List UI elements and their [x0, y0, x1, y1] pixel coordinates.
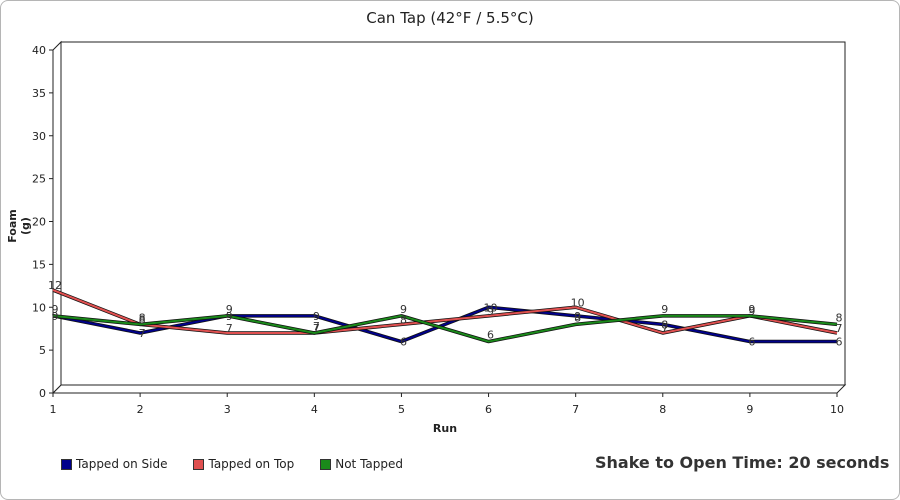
data-label: 7: [313, 320, 320, 333]
legend-item-tapped-on-top: Tapped on Top: [193, 457, 294, 471]
data-label: 9: [52, 310, 59, 323]
x-tick-label: 9: [746, 403, 753, 416]
legend-item-tapped-on-side: Tapped on Side: [61, 457, 167, 471]
legend: Tapped on Side Tapped on Top Not Tapped: [61, 457, 403, 471]
data-label: 8: [139, 313, 146, 326]
data-label: 9: [661, 303, 668, 316]
data-label: 9: [313, 310, 320, 323]
data-label: 8: [574, 311, 581, 324]
plot-floor: [51, 384, 847, 394]
plot-side-wall: [52, 40, 62, 395]
legend-swatch: [320, 458, 332, 470]
series-line-tapped-on-top: [52, 289, 838, 334]
data-label: 8: [400, 313, 407, 326]
y-tick-label: 20: [32, 216, 46, 229]
data-label: 6: [748, 336, 755, 349]
data-label: 7: [313, 322, 320, 335]
y-tick-label: 35: [32, 87, 46, 100]
legend-swatch: [61, 458, 72, 470]
x-tick-label: 5: [398, 403, 405, 416]
x-tick-label: 10: [830, 403, 844, 416]
data-label: 8: [139, 311, 146, 324]
y-tick-label: 10: [32, 301, 46, 314]
x-tick-label: 7: [572, 403, 579, 416]
y-tick-label: 40: [32, 44, 46, 57]
plot-back-wall: [60, 41, 846, 386]
data-label: 10: [484, 301, 498, 314]
data-label: 6: [487, 329, 494, 342]
legend-label: Not Tapped: [335, 457, 404, 471]
y-tick-label: 25: [32, 173, 46, 186]
data-label: 12: [48, 279, 62, 292]
series-line-not-tapped: [52, 314, 838, 343]
legend-item-not-tapped: Not Tapped: [320, 457, 403, 471]
data-label: 8: [836, 311, 843, 324]
data-label: 7: [226, 322, 233, 335]
x-tick-label: 3: [224, 403, 231, 416]
x-tick-label: 4: [311, 403, 318, 416]
data-label: 9: [400, 303, 407, 316]
y-tick-label: 0: [39, 387, 46, 400]
series-line-tapped-on-side: [52, 306, 837, 343]
y-tick-label: 5: [39, 344, 46, 357]
data-label: 9: [226, 303, 233, 316]
data-label: 6: [400, 336, 407, 349]
legend-label: Tapped on Side: [76, 457, 168, 471]
x-tick-label: 8: [659, 403, 666, 416]
data-label: 9: [487, 305, 494, 318]
legend-swatch: [193, 458, 205, 470]
legend-label: Tapped on Top: [208, 457, 295, 471]
data-label: 8: [661, 318, 668, 331]
data-label: 9: [52, 303, 59, 316]
data-label: 6: [836, 336, 843, 349]
data-label: 9: [574, 310, 581, 323]
x-tick-label: 2: [137, 403, 144, 416]
x-axis-label: Run: [432, 422, 458, 435]
y-tick-label: 30: [32, 130, 46, 143]
x-tick-label: 1: [50, 403, 57, 416]
data-label: 7: [139, 327, 146, 340]
y-tick-label: 15: [32, 258, 46, 271]
data-label: 9: [226, 310, 233, 323]
x-tick-label: 6: [485, 403, 492, 416]
data-label: 10: [571, 296, 585, 309]
data-label: 9: [748, 305, 755, 318]
data-label: 9: [748, 303, 755, 316]
shake-time-note: Shake to Open Time: 20 seconds: [595, 453, 890, 472]
chart-title: Can Tap (42°F / 5.5°C): [366, 9, 534, 27]
data-label: 7: [836, 322, 843, 335]
data-label: 7: [661, 322, 668, 335]
